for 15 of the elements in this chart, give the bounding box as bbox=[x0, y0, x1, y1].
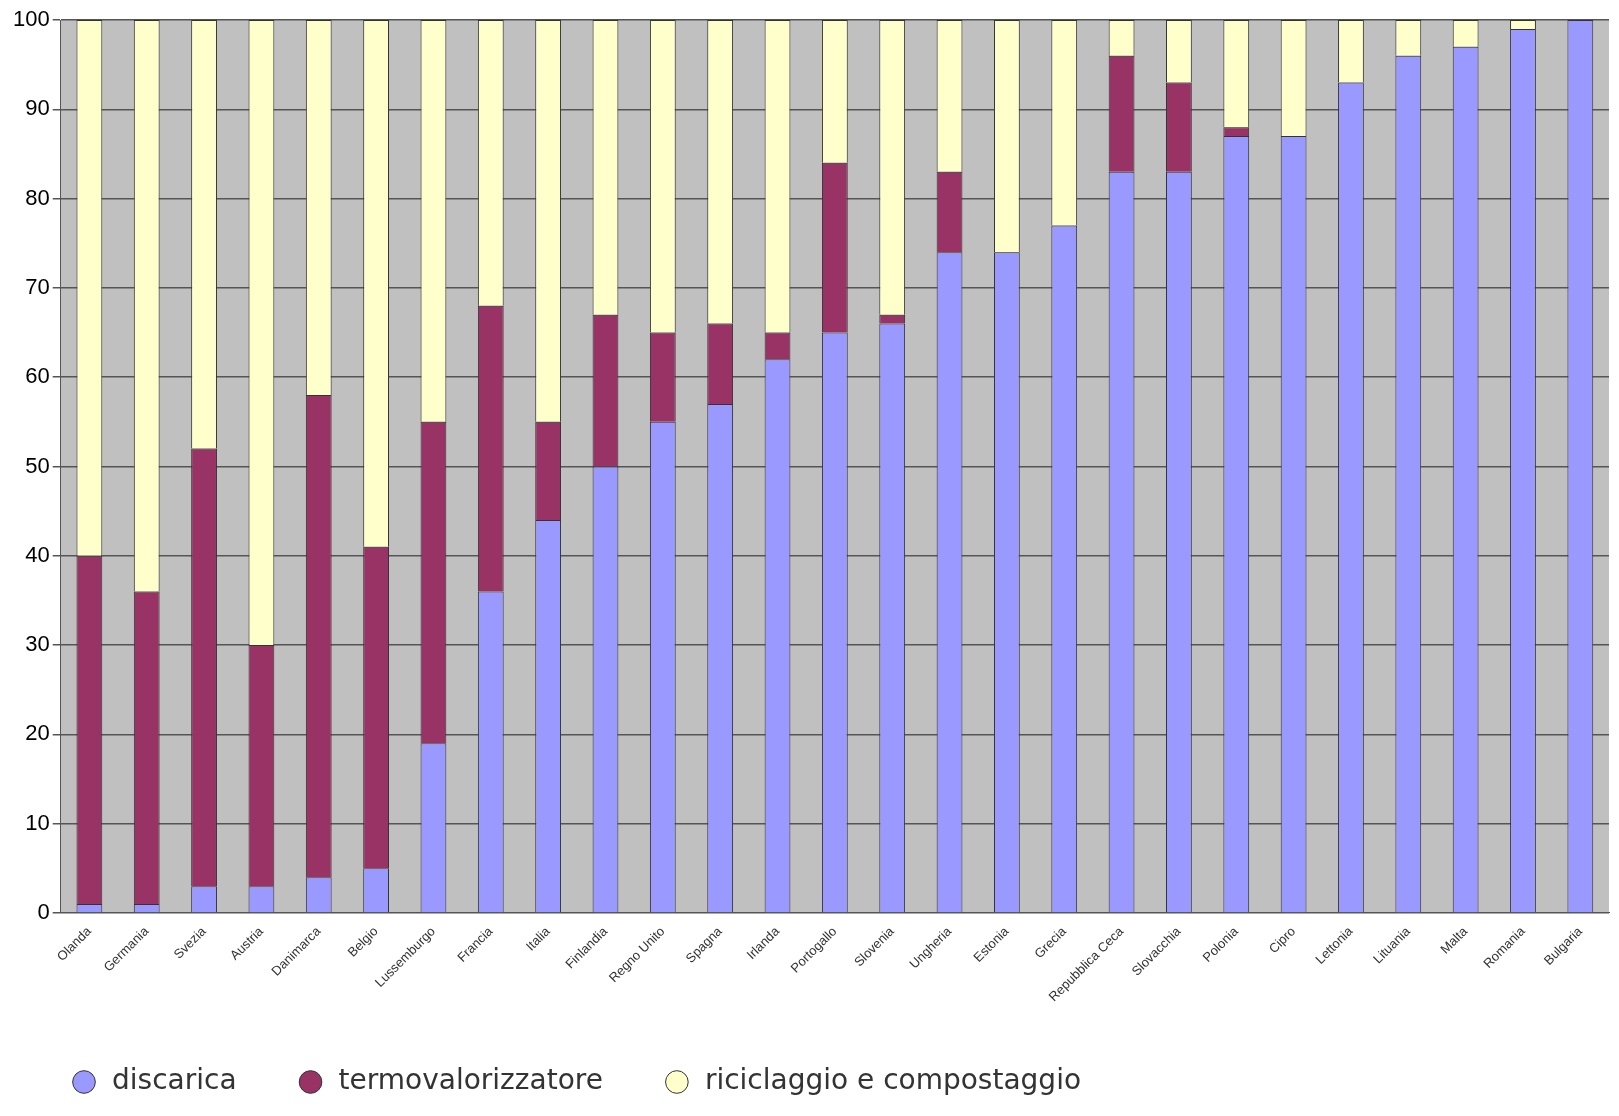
y-tick-label: 20 bbox=[25, 720, 50, 746]
y-tick-label: 60 bbox=[25, 363, 50, 389]
y-tick-label: 0 bbox=[37, 899, 50, 925]
y-tick-label: 30 bbox=[25, 631, 50, 657]
y-tick-label: 10 bbox=[25, 809, 50, 835]
legend-label: termovalorizzatore bbox=[338, 1063, 603, 1097]
y-tick-label: 70 bbox=[25, 273, 50, 299]
x-tick-label: Italia bbox=[522, 922, 554, 954]
y-tick-label: 40 bbox=[25, 541, 50, 567]
y-tick-label: 90 bbox=[25, 95, 50, 121]
legend-label: discarica bbox=[112, 1063, 237, 1097]
y-tick-label: 50 bbox=[25, 452, 50, 478]
legend-label: riciclaggio e compostaggio bbox=[704, 1063, 1082, 1097]
y-tick-label: 80 bbox=[25, 184, 50, 210]
y-tick-label: 100 bbox=[12, 6, 50, 32]
